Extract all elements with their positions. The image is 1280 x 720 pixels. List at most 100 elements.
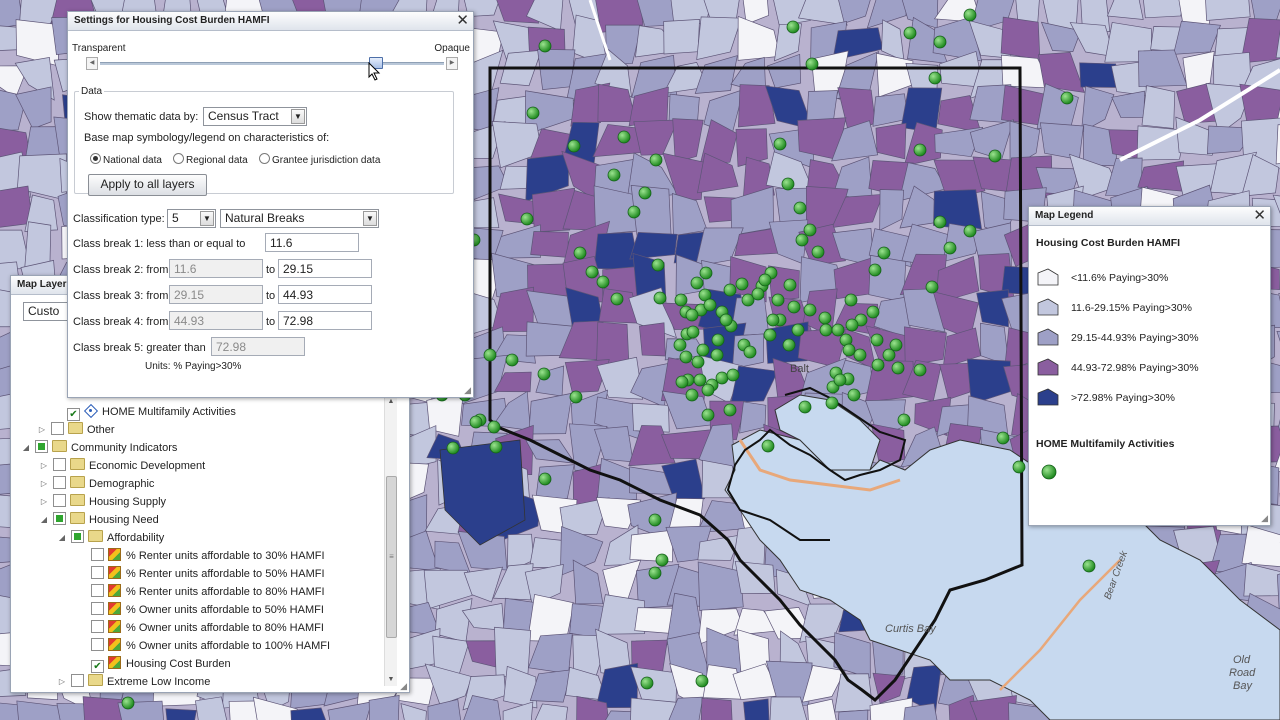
census-tract[interactable] (529, 669, 573, 703)
census-tract[interactable] (831, 193, 884, 229)
home-multifamily-point[interactable] (963, 8, 977, 22)
classification-method-select[interactable]: Natural Breaks ▼ (220, 209, 379, 228)
home-multifamily-point[interactable] (685, 388, 699, 402)
census-tract[interactable] (16, 700, 67, 720)
census-tract[interactable] (400, 703, 427, 720)
home-multifamily-point[interactable] (526, 106, 540, 120)
home-multifamily-point[interactable] (889, 338, 903, 352)
tree-item-other[interactable]: ▷ Other (37, 421, 115, 439)
census-tract[interactable] (1081, 85, 1115, 133)
home-multifamily-point[interactable] (782, 338, 796, 352)
checkbox-partial-icon[interactable] (71, 530, 84, 543)
home-multifamily-point[interactable] (928, 71, 942, 85)
home-multifamily-point[interactable] (469, 415, 483, 429)
census-tract[interactable] (1241, 154, 1280, 197)
census-tract[interactable] (1000, 16, 1041, 61)
census-tract[interactable] (1111, 90, 1145, 118)
home-multifamily-point[interactable] (803, 223, 817, 237)
home-multifamily-point[interactable] (538, 39, 552, 53)
home-multifamily-point[interactable] (651, 258, 665, 272)
census-tract[interactable] (869, 697, 913, 720)
home-multifamily-point[interactable] (690, 276, 704, 290)
census-tract[interactable] (165, 708, 197, 720)
census-tract[interactable] (743, 698, 770, 720)
home-multifamily-point[interactable] (763, 328, 777, 342)
census-tract[interactable] (739, 401, 767, 434)
census-tract[interactable] (663, 18, 700, 55)
census-tract[interactable] (769, 696, 810, 720)
census-tract[interactable] (902, 703, 941, 720)
layer-tree-scrollbar[interactable]: ▲ ≡ ▼ (384, 396, 397, 686)
home-multifamily-point[interactable] (610, 292, 624, 306)
home-multifamily-point[interactable] (674, 293, 688, 307)
census-tract[interactable] (837, 709, 869, 720)
home-multifamily-point[interactable] (877, 246, 891, 260)
census-tract[interactable] (671, 193, 708, 237)
home-multifamily-point[interactable] (819, 323, 833, 337)
census-tract[interactable] (327, 701, 373, 720)
census-tract[interactable] (531, 187, 576, 233)
census-tract[interactable] (902, 288, 946, 333)
slider-right-arrow-icon[interactable]: ▶ (446, 57, 458, 70)
census-tract[interactable] (630, 697, 679, 720)
census-tract[interactable] (439, 439, 526, 546)
home-multifamily-point[interactable] (853, 348, 867, 362)
home-multifamily-point[interactable] (811, 245, 825, 259)
home-multifamily-point[interactable] (1012, 460, 1026, 474)
checkbox-icon[interactable] (71, 674, 84, 687)
home-multifamily-point[interactable] (787, 300, 801, 314)
census-tract[interactable] (502, 701, 534, 720)
home-multifamily-point[interactable] (638, 186, 652, 200)
home-multifamily-point[interactable] (781, 177, 795, 191)
census-tract[interactable] (1040, 21, 1082, 52)
home-multifamily-point[interactable] (758, 273, 772, 287)
radio-icon[interactable] (173, 153, 184, 164)
home-multifamily-point[interactable] (798, 400, 812, 414)
checkbox-icon[interactable] (91, 602, 104, 615)
census-tract[interactable] (1272, 194, 1280, 233)
chevron-down-icon[interactable]: ▼ (200, 211, 214, 226)
census-tract[interactable] (82, 696, 133, 720)
home-multifamily-point[interactable] (699, 266, 713, 280)
census-tract[interactable] (631, 402, 670, 433)
census-tract[interactable] (833, 632, 871, 679)
census-tract[interactable] (700, 697, 733, 720)
home-multifamily-point[interactable] (617, 130, 631, 144)
census-tract[interactable] (1275, 26, 1280, 59)
resize-grip-icon[interactable]: ◢ (1261, 513, 1268, 523)
home-multifamily-point[interactable] (719, 313, 733, 327)
home-multifamily-point[interactable] (831, 323, 845, 337)
home-multifamily-point[interactable] (891, 361, 905, 375)
home-multifamily-point[interactable] (761, 439, 775, 453)
radio-grantee[interactable]: Grantee jurisdiction data (259, 153, 380, 166)
radio-icon[interactable] (259, 153, 270, 164)
home-multifamily-point[interactable] (868, 263, 882, 277)
checkbox-icon[interactable] (53, 494, 66, 507)
census-tract[interactable] (634, 607, 673, 634)
census-tract[interactable] (741, 0, 770, 25)
home-multifamily-point[interactable] (818, 311, 832, 325)
collapse-triangle-icon[interactable]: ◢ (22, 443, 30, 452)
census-tract[interactable] (1138, 49, 1188, 88)
census-tract[interactable] (966, 358, 1011, 405)
census-tract[interactable] (576, 695, 610, 720)
settings-titlebar[interactable]: Settings for Housing Cost Burden HAMFI ✕ (68, 12, 473, 31)
apply-all-layers-button[interactable]: Apply to all layers (88, 174, 207, 196)
radio-selected-icon[interactable] (90, 153, 101, 164)
home-multifamily-point[interactable] (710, 348, 724, 362)
census-tract[interactable] (526, 0, 564, 32)
home-multifamily-point[interactable] (793, 201, 807, 215)
home-multifamily-point[interactable] (771, 293, 785, 307)
resize-grip-icon[interactable]: ◢ (400, 681, 407, 691)
home-multifamily-point[interactable] (573, 246, 587, 260)
census-tract[interactable] (629, 231, 678, 260)
show-by-select[interactable]: Census Tract ▼ (203, 107, 307, 126)
census-tract[interactable] (742, 156, 775, 199)
legend-titlebar[interactable]: Map Legend ✕ (1029, 207, 1270, 226)
scroll-thumb[interactable]: ≡ (386, 476, 397, 638)
home-multifamily-point[interactable] (805, 57, 819, 71)
tree-item-renter50[interactable]: % Renter units affordable to 50% HAMFI (87, 565, 325, 583)
home-multifamily-point[interactable] (825, 396, 839, 410)
home-multifamily-point[interactable] (121, 696, 135, 710)
home-multifamily-point[interactable] (701, 383, 715, 397)
